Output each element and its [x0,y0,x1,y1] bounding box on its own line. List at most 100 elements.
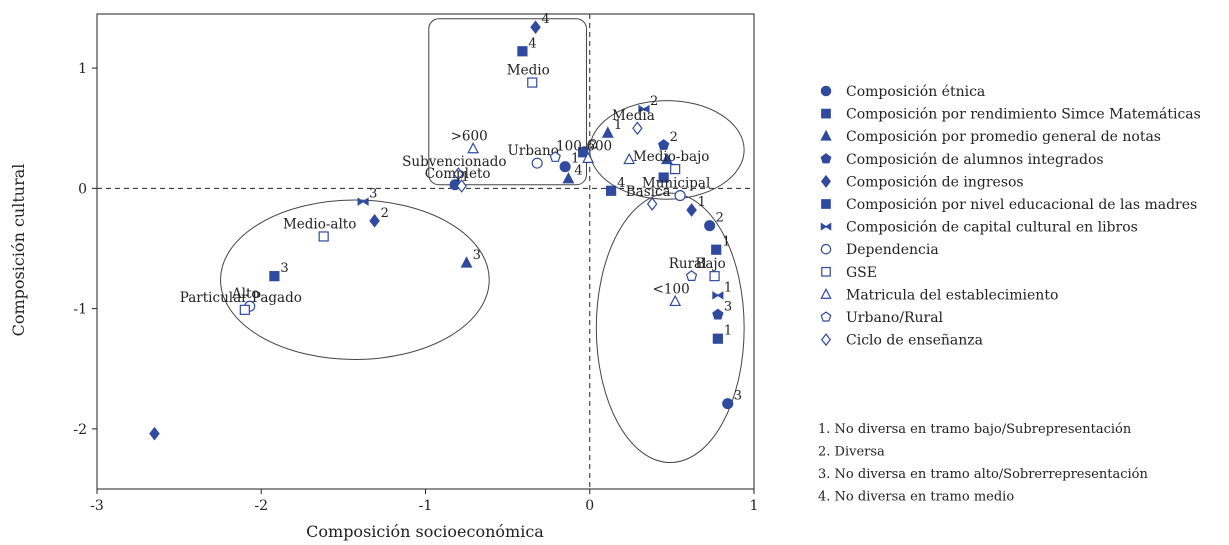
x-tick-label: 0 [585,498,594,514]
series-2: 4 3 1 [269,36,731,282]
legend-label: Composición de alumnos integrados [846,152,1104,168]
legend-entry: Composición de capital cultural en libro… [820,220,1138,236]
point-label: 2 [650,94,658,109]
x-tick-label: 1 [750,498,759,514]
data-point: >600 [451,129,488,154]
plot-frame [96,13,755,490]
data-point: Subvencionado [402,154,507,181]
data-point: Completo [425,166,491,193]
y-tick-label: -2 [73,422,87,438]
data-point: 1 [711,235,731,255]
series-4: 23 [657,130,732,320]
series-9: Medio Medio-alto Particular Pagado Medio-ba… [180,63,726,315]
data-point: 1 [712,280,732,300]
legend-entry: Composición étnica [820,84,985,100]
data-point: 4 [606,176,625,196]
data-point: Urbano [508,143,559,169]
x-tick-label: -3 [90,498,104,514]
point-label: 1 [722,235,730,250]
legend-entry: Matricula del establecimiento [820,287,1058,303]
data-point: Medio [507,63,550,88]
point-label: >600 [451,129,488,145]
legend-label: Composición de capital cultural en libro… [846,220,1138,236]
data-points: 1123431143234212421321UrbanoAltoMunicipa… [149,12,742,441]
point-label: 1 [698,195,706,210]
point-label: 3 [280,261,288,276]
point-label: 1 [571,152,579,167]
legend-note: 3. No diversa en tramo alto/Sobrerrepres… [818,467,1148,482]
series-7: 321 [357,94,732,300]
series-11: Rural [549,151,706,281]
point-label: 2 [716,211,724,226]
point-label: 2 [670,130,678,145]
legend-label: Composición por rendimiento Simce Matemá… [846,107,1201,123]
y-tick-label: 1 [78,61,87,77]
y-tick-label: 0 [78,181,87,197]
data-point: 3 [460,248,481,268]
y-tick-label: -1 [73,302,87,318]
point-label: 2 [589,137,597,152]
point-label: Medio [507,63,550,79]
data-point: 4 [562,164,583,184]
legend-note: 2. Diversa [818,445,885,460]
cluster-ellipse-lower-right [595,192,745,464]
legend-label: Composición de ingresos [846,174,1024,190]
point-label: 1 [614,118,622,133]
point-label: Media [612,108,655,124]
data-point: 100-600 [556,138,612,163]
cluster-ellipse-upper-right [589,100,745,200]
legend-label: Urbano/Rural [846,310,944,326]
data-point: 2 [638,94,658,114]
legend-label: Composición étnica [846,84,985,100]
data-point: 1 [559,152,579,173]
point-label: 4 [617,176,625,191]
legend-entry: Composición de ingresos [820,174,1024,190]
data-point: 4 [530,12,550,35]
legend-note: 4. No diversa en tramo medio [818,490,1014,505]
point-label: Bajo [695,256,725,272]
point-label: 3 [734,389,742,404]
legend-label: Dependencia [846,242,939,258]
data-point: 3 [357,187,377,206]
point-label: Particular Pagado [180,290,302,306]
data-point: <100 [653,281,690,307]
point-label: 3 [369,187,377,202]
data-point: Medio-alto [283,216,356,242]
data-point: 2 [657,130,678,150]
data-point: 3 [269,261,289,282]
point-label: 1 [724,324,732,339]
point-label: 3 [724,300,732,315]
point-label: 1 [724,280,732,295]
point-label: Basica [626,184,671,200]
cluster-outlines [220,18,745,464]
legend-entry: Ciclo de enseñanza [820,333,983,349]
data-point: Bajo [695,256,726,282]
point-label: Municipal [642,176,710,192]
axes: -3 -2 -1 0 1 -2 -1 0 1 [73,61,758,514]
point-label: 4 [542,12,550,27]
legend-notes: 1. No diversa en tramo bajo/Subrepresent… [818,422,1148,505]
data-point: 3 [712,300,732,320]
data-point: 2 [578,137,597,158]
point-label: 1 [461,170,469,185]
x-tick-label: -1 [419,498,433,514]
legend-entry: GSE [821,265,877,281]
data-point: Basica [626,184,671,211]
legend-entry: Composición de alumnos integrados [820,152,1104,168]
point-label: Completo [425,166,491,182]
data-point [623,152,636,165]
point-label: Subvencionado [402,154,506,170]
point-label: 100-600 [556,138,612,154]
y-axis-title: Composición cultural [9,164,28,337]
data-point: 1 [712,324,732,344]
x-tick-label: -2 [254,498,268,514]
point-label: Alto [231,286,260,302]
point-label: 4 [528,36,536,51]
series-8: Urbano Alto Municipal [231,143,710,312]
legend-label: Composición por promedio general de nota… [846,129,1161,145]
point-label: <100 [653,281,690,297]
legend: Composición étnica Composición por rendim… [820,84,1201,349]
data-point: 2 [704,211,724,232]
